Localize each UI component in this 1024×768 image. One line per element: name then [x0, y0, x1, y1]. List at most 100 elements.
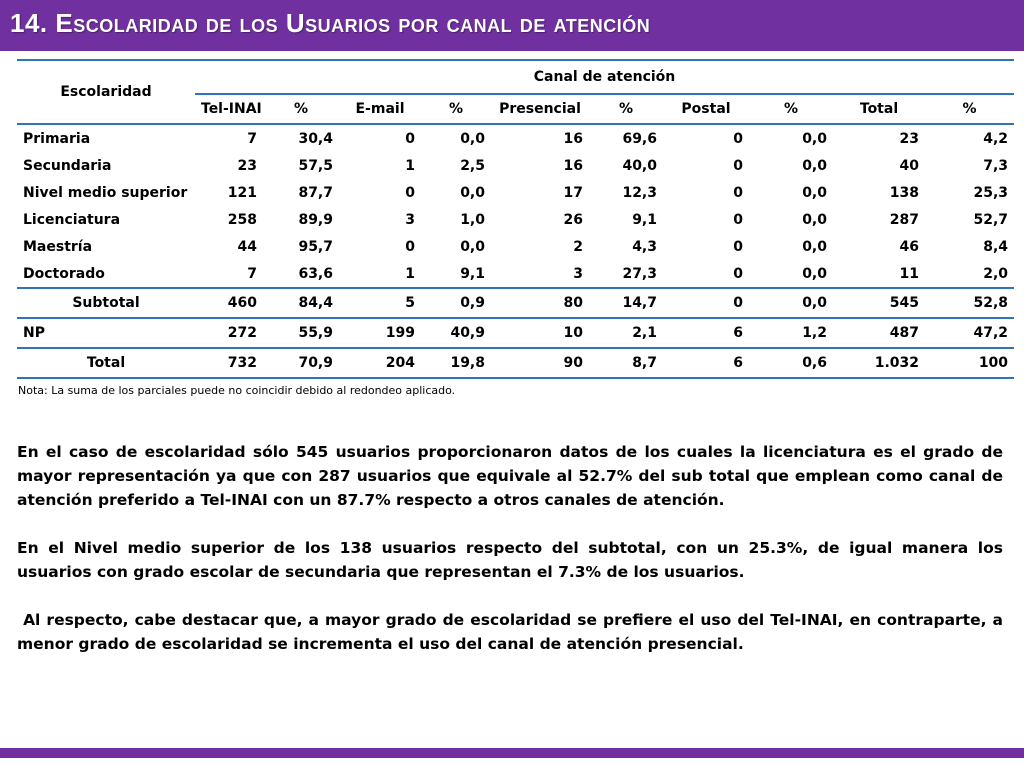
- table-cell: 27,3: [622, 265, 657, 282]
- table-cell: 80: [491, 287, 589, 318]
- table-cell: 0: [733, 211, 743, 228]
- table-cell: 2,5: [460, 157, 485, 174]
- table-cell: 40,0: [622, 157, 657, 174]
- table-cell: 14,7: [589, 287, 663, 318]
- table-cell: 10: [491, 317, 589, 348]
- row-label: Primaria: [23, 130, 91, 147]
- table-cell: 84,4: [263, 287, 339, 318]
- subtotal-label: Subtotal: [17, 287, 195, 318]
- table-cell: 0: [733, 157, 743, 174]
- paragraph: En el Nivel medio superior de los 138 us…: [17, 539, 1003, 581]
- row-label: Doctorado: [23, 265, 105, 282]
- column-header: %: [749, 93, 833, 125]
- table-row: Primaria 7 30,4 0 0,0 16 69,6 0 0,0 23 4…: [17, 124, 1014, 152]
- column-header: Presencial: [491, 93, 589, 125]
- table-cell: 69,6: [622, 130, 657, 147]
- table-cell: 0,0: [460, 130, 485, 147]
- table-cell: 0: [405, 184, 415, 201]
- table-cell: 732: [195, 347, 263, 379]
- table-cell: 204: [339, 347, 421, 379]
- table-cell: 8,7: [589, 347, 663, 379]
- column-header: E-mail: [339, 93, 421, 125]
- paragraph: En el caso de escolaridad sólo 545 usuar…: [17, 443, 1003, 509]
- table-cell: 25,3: [973, 184, 1009, 201]
- title-bar: 14. Escolaridad de los Usuarios por cana…: [0, 0, 1024, 51]
- table-cell: 0: [405, 238, 415, 255]
- table-cell: 70,9: [263, 347, 339, 379]
- table-cell: 199: [339, 317, 421, 348]
- table-cell: 44: [237, 238, 257, 255]
- table-cell: 100: [925, 347, 1015, 379]
- table-cell: 287: [889, 211, 919, 228]
- table-cell: 95,7: [298, 238, 333, 255]
- body-text: En el caso de escolaridad sólo 545 usuar…: [17, 440, 1003, 680]
- column-header: Postal: [663, 93, 749, 125]
- header-canal-atencion: Canal de atención: [195, 59, 1015, 94]
- table-cell: 55,9: [263, 317, 339, 348]
- table-cell: 2,1: [589, 317, 663, 348]
- table-cell: 16: [563, 130, 583, 147]
- np-label: NP: [17, 317, 195, 348]
- table-cell: 272: [195, 317, 263, 348]
- table-cell: 87,7: [298, 184, 333, 201]
- table-cell: 12,3: [622, 184, 657, 201]
- table-cell: 3: [405, 211, 415, 228]
- subtotal-row: Subtotal 460 84,4 5 0,9 80 14,7 0 0,0 54…: [17, 287, 1015, 318]
- row-label: Nivel medio superior: [23, 184, 188, 201]
- header-escolaridad: Escolaridad: [17, 59, 195, 125]
- paragraph: Al respecto, cabe destacar que, a mayor …: [17, 611, 1009, 653]
- table-cell: 52,8: [925, 287, 1015, 318]
- table-cell: 6: [663, 317, 749, 348]
- table-cell: 545: [833, 287, 925, 318]
- table-cell: 23: [899, 130, 919, 147]
- table-cell: 4,3: [632, 238, 657, 255]
- table-cell: 1,0: [460, 211, 485, 228]
- table-cell: 26: [563, 211, 583, 228]
- table-cell: 11: [899, 265, 919, 282]
- table-cell: 0,0: [460, 184, 485, 201]
- table-cell: 8,4: [983, 238, 1009, 255]
- table-note: Nota: La suma de los parciales puede no …: [18, 384, 456, 397]
- table-cell: 0: [733, 130, 743, 147]
- table-cell: 0,0: [802, 238, 827, 255]
- table-row: Maestría 44 95,7 0 0,0 2 4,3 0 0,0 46 8,…: [17, 233, 1014, 260]
- table-cell: 0,0: [802, 130, 827, 147]
- table-cell: 0: [733, 265, 743, 282]
- table-cell: 0,0: [749, 287, 833, 318]
- table-cell: 30,4: [298, 130, 333, 147]
- escolaridad-table: Escolaridad Canal de atención Tel-INAI %…: [17, 59, 1015, 379]
- table-row: Secundaria 23 57,5 1 2,5 16 40,0 0 0,0 4…: [17, 152, 1014, 179]
- table-cell: 4,2: [983, 130, 1009, 147]
- table-cell: 121: [227, 184, 257, 201]
- table-cell: 89,9: [298, 211, 333, 228]
- column-header: %: [925, 93, 1015, 125]
- table-cell: 7,3: [983, 157, 1009, 174]
- column-header: %: [263, 93, 339, 125]
- row-label: Maestría: [23, 238, 93, 255]
- total-row: Total 732 70,9 204 19,8 90 8,7 6 0,6 1.0…: [17, 347, 1015, 379]
- row-label: Secundaria: [23, 157, 112, 174]
- table-cell: 5: [339, 287, 421, 318]
- table-cell: 9,1: [632, 211, 657, 228]
- table-cell: 46: [899, 238, 919, 255]
- table-cell: 0,0: [802, 265, 827, 282]
- table-cell: 1: [405, 157, 415, 174]
- table-cell: 2: [573, 238, 583, 255]
- row-label: Licenciatura: [23, 211, 121, 228]
- column-header: Total: [833, 93, 925, 125]
- table-cell: 258: [227, 211, 257, 228]
- column-header: Tel-INAI: [195, 93, 263, 125]
- table-cell: 19,8: [421, 347, 491, 379]
- table-cell: 6: [663, 347, 749, 379]
- table-cell: 47,2: [925, 317, 1015, 348]
- column-header: %: [589, 93, 663, 125]
- np-row: NP 272 55,9 199 40,9 10 2,1 6 1,2 487 47…: [17, 317, 1015, 348]
- table-cell: 0: [405, 130, 415, 147]
- table-cell: 0: [733, 238, 743, 255]
- table-cell: 138: [889, 184, 919, 201]
- table-cell: 460: [195, 287, 263, 318]
- table-cell: 52,7: [973, 211, 1009, 228]
- table-cell: 7: [247, 265, 257, 282]
- table-cell: 0,0: [802, 211, 827, 228]
- table-row: Licenciatura 258 89,9 3 1,0 26 9,1 0 0,0…: [17, 206, 1014, 233]
